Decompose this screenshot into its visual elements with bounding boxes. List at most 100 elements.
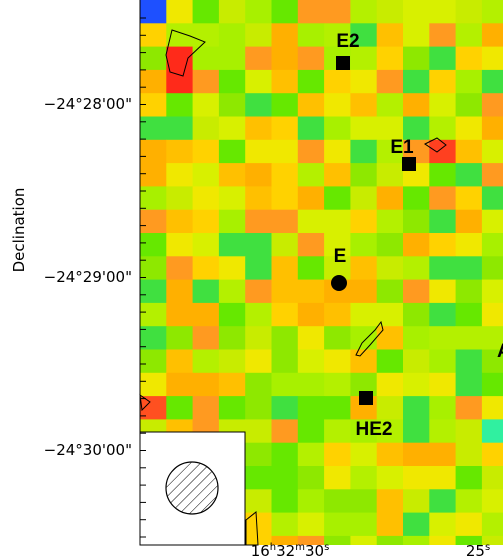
pixel (350, 349, 378, 374)
pixel (297, 489, 325, 514)
pixel (403, 279, 430, 304)
pixel (403, 349, 430, 374)
pixel (324, 396, 351, 420)
pixel (324, 512, 351, 537)
pixel (324, 139, 351, 164)
pixel (245, 0, 272, 24)
pixel (481, 466, 503, 490)
pixel (166, 396, 194, 420)
pixel (192, 23, 220, 48)
pixel (245, 302, 272, 327)
pixel (140, 372, 167, 397)
pixel (245, 69, 272, 94)
pixel (324, 372, 351, 397)
pixel (297, 372, 325, 397)
pixel (297, 419, 325, 444)
pixel (403, 489, 430, 514)
pixel (429, 116, 457, 141)
pixel (455, 186, 483, 211)
pixel (429, 302, 457, 327)
pixel (245, 396, 272, 420)
source-label: HE2 (356, 419, 393, 440)
source-label: E1 (390, 137, 414, 158)
pixel (376, 489, 404, 514)
pixel (403, 46, 430, 71)
contours (139, 29, 447, 546)
pixel (218, 233, 246, 257)
pixel (403, 372, 430, 397)
marker-e2 (336, 56, 350, 70)
pixel (271, 163, 299, 187)
source-label: E2 (336, 31, 359, 52)
pixel (350, 256, 378, 281)
pixel (403, 69, 430, 94)
pixel (218, 326, 246, 350)
pixel (429, 279, 457, 304)
pixel (245, 326, 272, 350)
pixel (271, 46, 299, 71)
pixel (403, 419, 430, 444)
pixel (192, 163, 220, 187)
pixel (429, 535, 457, 545)
pixel (481, 442, 503, 467)
pixel (166, 186, 194, 211)
pixel (455, 0, 483, 24)
pixel (376, 535, 404, 545)
pixel (271, 69, 299, 94)
pixel (192, 116, 220, 141)
pixel (429, 23, 457, 48)
pixel (350, 233, 378, 257)
pixel (245, 512, 272, 537)
pixel (218, 349, 246, 374)
pixel (271, 0, 299, 24)
pixel (245, 349, 272, 374)
pixel (403, 233, 430, 257)
pixel (403, 396, 430, 420)
pixel (218, 46, 246, 71)
pixel (166, 0, 194, 24)
pixel (455, 46, 483, 71)
pixel (455, 326, 483, 350)
pixel (429, 419, 457, 444)
pixel (218, 139, 246, 164)
pixel (166, 116, 194, 141)
pixel (166, 372, 194, 397)
pixel (271, 279, 299, 304)
pixel (192, 186, 220, 211)
source-label: E (334, 246, 347, 267)
pixel (218, 279, 246, 304)
pixel (376, 279, 404, 304)
pixel (455, 349, 483, 374)
pixel (192, 233, 220, 257)
pixel (403, 209, 430, 234)
pixel (297, 396, 325, 420)
pixel (297, 46, 325, 71)
pixel (481, 116, 503, 141)
pixel (376, 256, 404, 281)
pixel (245, 116, 272, 141)
pixel (350, 326, 378, 350)
pixel (218, 396, 246, 420)
pixel (403, 326, 430, 350)
pixel (376, 23, 404, 48)
pixel (140, 349, 167, 374)
source-label: A (497, 341, 503, 362)
pixel (455, 233, 483, 257)
pixel (350, 163, 378, 187)
pixel (481, 302, 503, 327)
pixel (376, 209, 404, 234)
pixel (166, 302, 194, 327)
x-tick-part: 32 (276, 542, 295, 556)
pixel (192, 46, 220, 71)
pixel (350, 512, 378, 537)
pixel (297, 163, 325, 187)
pixel (376, 163, 404, 187)
pixel (350, 139, 378, 164)
pixel (403, 442, 430, 467)
pixel (455, 489, 483, 514)
pixel (350, 442, 378, 467)
pixel (271, 419, 299, 444)
pixel (324, 69, 351, 94)
pixel (403, 186, 430, 211)
pixel (481, 256, 503, 281)
